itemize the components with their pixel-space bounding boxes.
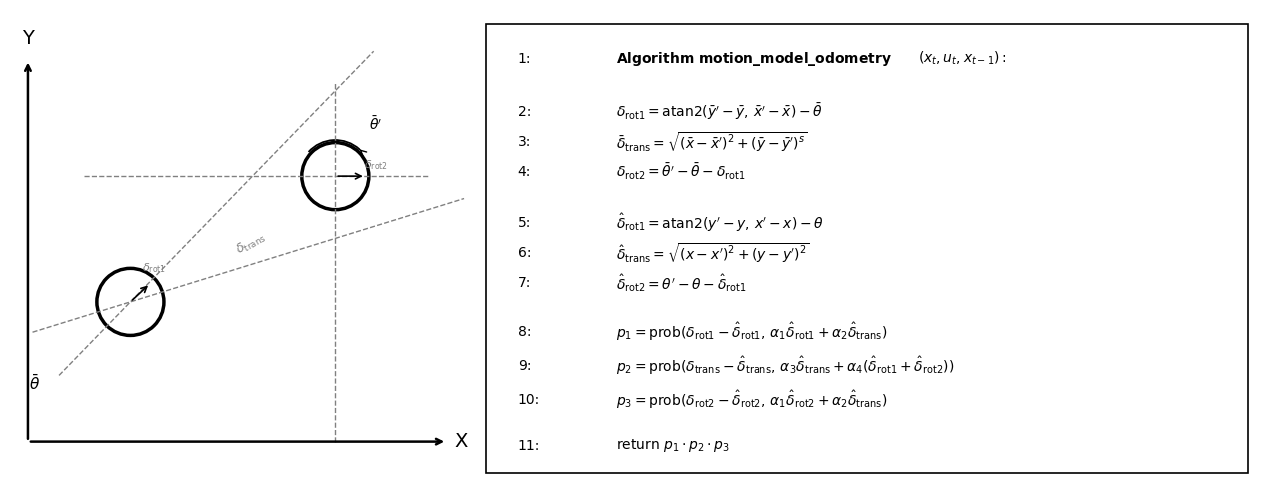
Text: $\delta_{\rm trans}$: $\delta_{\rm trans}$	[234, 229, 269, 258]
FancyBboxPatch shape	[486, 24, 1248, 473]
Text: $\bar{\theta}$: $\bar{\theta}$	[29, 374, 40, 394]
Text: $p_3 = \mathrm{prob}(\delta_{\mathrm{rot2}} - \hat{\delta}_{\mathrm{rot2}},\, \a: $p_3 = \mathrm{prob}(\delta_{\mathrm{rot…	[616, 388, 887, 411]
Text: $\delta_{\mathrm{rot1}} = \mathrm{atan2}(\bar{y}^{\prime} - \bar{y},\, \bar{x}^{: $\delta_{\mathrm{rot1}} = \mathrm{atan2}…	[616, 101, 823, 123]
Text: Y: Y	[22, 29, 34, 48]
Text: $\hat{\delta}_{\mathrm{rot2}} = \theta^{\prime} - \theta - \hat{\delta}_{\mathrm: $\hat{\delta}_{\mathrm{rot2}} = \theta^{…	[616, 272, 746, 294]
Text: 5:: 5:	[518, 216, 531, 230]
Text: $\delta_{\rm rot1}$: $\delta_{\rm rot1}$	[142, 261, 166, 275]
Text: $(x_t, u_t, x_{t-1}):$: $(x_t, u_t, x_{t-1}):$	[917, 50, 1007, 67]
Text: $\delta_{\mathrm{rot2}} = \bar{\theta}^{\prime} - \bar{\theta} - \delta_{\mathrm: $\delta_{\mathrm{rot2}} = \bar{\theta}^{…	[616, 162, 745, 182]
Text: $\bar{\theta}'$: $\bar{\theta}'$	[369, 115, 382, 132]
Text: 4:: 4:	[518, 165, 531, 179]
Text: $\mathbf{Algorithm\ motion\_model\_odometry}$: $\mathbf{Algorithm\ motion\_model\_odome…	[616, 50, 892, 68]
Text: 11:: 11:	[518, 439, 540, 453]
Text: 7:: 7:	[518, 276, 531, 290]
Text: 6:: 6:	[518, 246, 531, 260]
Text: 10:: 10:	[518, 393, 540, 406]
Text: $\hat{\delta}_{\mathrm{trans}} = \sqrt{(x - x^{\prime})^2 + (y - y^{\prime})^2}$: $\hat{\delta}_{\mathrm{trans}} = \sqrt{(…	[616, 241, 810, 265]
Text: 8:: 8:	[518, 325, 531, 338]
Text: 2:: 2:	[518, 105, 531, 119]
Text: $\mathrm{return}\ p_1 \cdot p_2 \cdot p_3$: $\mathrm{return}\ p_1 \cdot p_2 \cdot p_…	[616, 437, 730, 454]
Text: $p_1 = \mathrm{prob}(\delta_{\mathrm{rot1}} - \hat{\delta}_{\mathrm{rot1}},\, \a: $p_1 = \mathrm{prob}(\delta_{\mathrm{rot…	[616, 320, 887, 342]
Text: 1:: 1:	[518, 52, 531, 66]
Text: $\hat{\delta}_{\mathrm{rot1}} = \mathrm{atan2}(y^{\prime} - y,\, x^{\prime} - x): $\hat{\delta}_{\mathrm{rot1}} = \mathrm{…	[616, 212, 824, 234]
Text: $\delta_{\rm rot2}$: $\delta_{\rm rot2}$	[364, 158, 388, 172]
Text: $p_2 = \mathrm{prob}(\delta_{\mathrm{trans}} - \hat{\delta}_{\mathrm{trans}},\, : $p_2 = \mathrm{prob}(\delta_{\mathrm{tra…	[616, 355, 954, 377]
Text: 9:: 9:	[518, 359, 531, 373]
Text: 3:: 3:	[518, 135, 531, 149]
Text: X: X	[454, 432, 467, 451]
Text: $\bar{\delta}_{\mathrm{trans}} = \sqrt{(\bar{x} - \bar{x}^{\prime})^2 + (\bar{y}: $\bar{\delta}_{\mathrm{trans}} = \sqrt{(…	[616, 130, 808, 154]
